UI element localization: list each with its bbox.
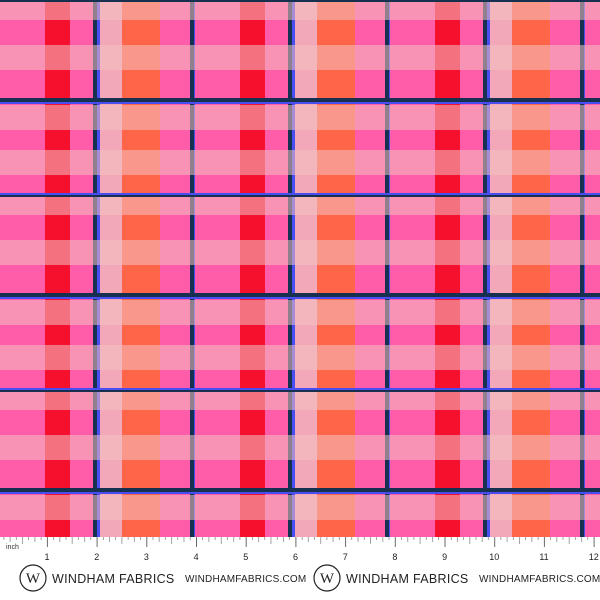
ruler-number: 7 (343, 552, 348, 562)
logo-letter: W (26, 571, 41, 587)
ruler-number: 5 (243, 552, 248, 562)
ruler-numbers: 1 2 3 4 5 6 7 8 9 10 11 12 (44, 552, 598, 562)
ruler-number: 8 (392, 552, 397, 562)
ruler-number: 6 (293, 552, 298, 562)
ruler-number: 12 (589, 552, 599, 562)
plaid-fabric (0, 0, 600, 537)
ruler-number: 4 (194, 552, 199, 562)
ruler-number: 2 (94, 552, 99, 562)
ruler-number: 11 (539, 552, 548, 562)
logo (19, 564, 47, 592)
brand-url: WINDHAMFABRICS.COM (185, 574, 306, 585)
brand-block: W WINDHAM FABRICS WINDHAMFABRICS.COM (19, 564, 306, 592)
brand-block: W WINDHAM FABRICS WINDHAMFABRICS.COM (313, 564, 600, 592)
brand-name: WINDHAM FABRICS (52, 572, 175, 586)
ruler-unit: inch (6, 544, 19, 551)
ruler-ticks (0, 537, 598, 557)
logo (313, 564, 341, 592)
ruler-number: 1 (44, 552, 49, 562)
ruler-number: 10 (489, 552, 499, 562)
logo-letter: W (320, 571, 335, 587)
ruler-number: 9 (442, 552, 447, 562)
ruler-number: 3 (144, 552, 149, 562)
brand-url: WINDHAMFABRICS.COM (479, 574, 600, 585)
brand-name: WINDHAM FABRICS (346, 572, 469, 586)
